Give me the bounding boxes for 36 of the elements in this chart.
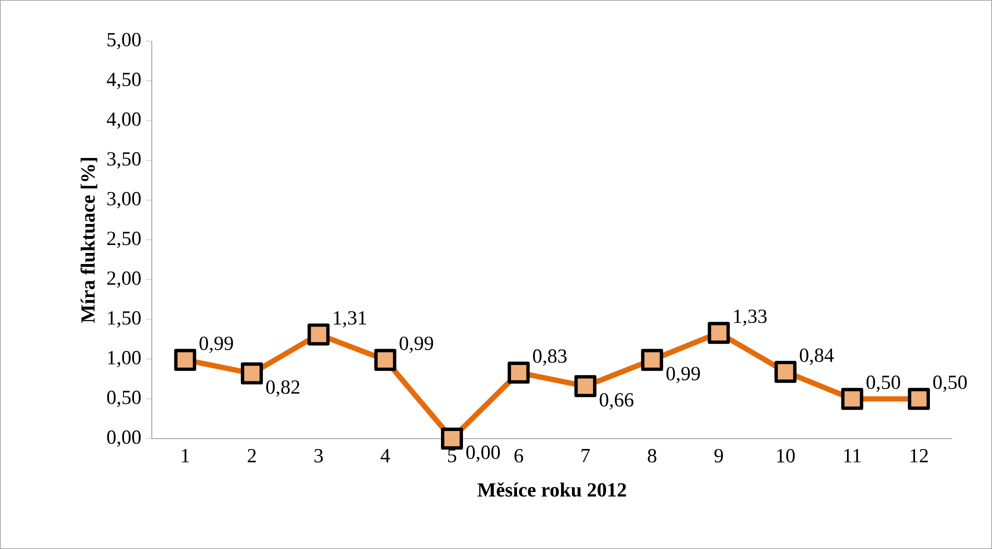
x-tick-label: 7 bbox=[582, 449, 590, 462]
data-label: 0,84 bbox=[800, 348, 834, 365]
x-tick-label: 2 bbox=[248, 449, 256, 462]
data-label: 0,66 bbox=[600, 393, 634, 410]
data-label: 1,31 bbox=[334, 311, 366, 328]
x-tick-label: 4 bbox=[380, 449, 390, 462]
x-tick-label: 6 bbox=[514, 449, 524, 462]
y-tick-label: 4,00 bbox=[106, 112, 141, 129]
y-tick-label: 3,50 bbox=[107, 152, 141, 169]
data-label: 0,50 bbox=[866, 376, 900, 392]
y-tick-label: 2,00 bbox=[107, 271, 141, 288]
y-tick-label: 0,50 bbox=[107, 390, 141, 408]
y-tick-label: 3,00 bbox=[107, 192, 141, 208]
x-tick-label: 12 bbox=[910, 449, 928, 462]
data-label: 0,99 bbox=[200, 336, 233, 353]
data-label: 0,82 bbox=[266, 380, 300, 397]
y-tick-label: 5,00 bbox=[108, 32, 141, 50]
x-tick-label: 10 bbox=[777, 448, 795, 462]
data-label: 0,99 bbox=[666, 366, 700, 384]
data-label: 1,33 bbox=[734, 310, 767, 326]
data-label: 0,83 bbox=[533, 349, 567, 366]
data-label: 0,50 bbox=[933, 376, 967, 392]
data-label: 0,00 bbox=[466, 446, 500, 462]
y-tick-label: 4,50 bbox=[106, 72, 141, 89]
y-tick-label: 0,00 bbox=[107, 430, 141, 447]
x-tick-label: 1 bbox=[182, 449, 189, 462]
y-tick-label: 1,00 bbox=[108, 350, 141, 368]
data-label: 0,99 bbox=[400, 336, 434, 353]
x-tick-label: 9 bbox=[714, 449, 723, 462]
x-tick-label: 11 bbox=[844, 449, 861, 462]
y-axis-title: Míra fluktuace [%] bbox=[80, 158, 98, 323]
x-axis-title: Měsíce roku 2012 bbox=[478, 482, 626, 497]
y-tick-label: 1,50 bbox=[108, 311, 141, 328]
y-tick-label: 2,50 bbox=[107, 232, 141, 248]
x-tick-label: 8 bbox=[648, 448, 656, 462]
x-tick-label: 3 bbox=[314, 449, 323, 462]
